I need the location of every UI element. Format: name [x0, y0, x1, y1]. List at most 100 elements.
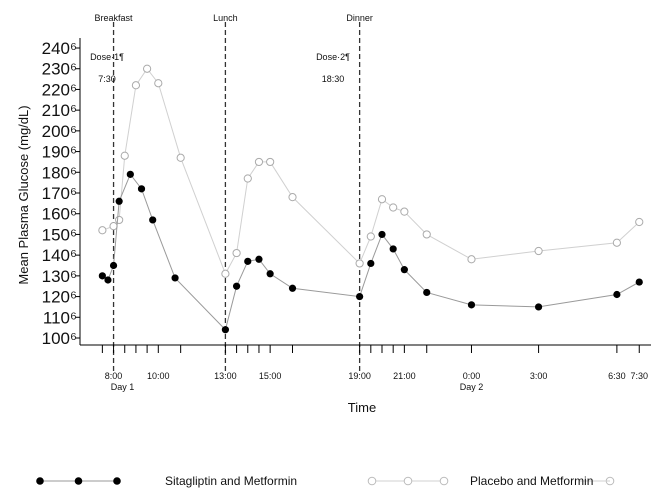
x-tick-label: 7:30: [630, 371, 648, 381]
legend-label: Sitagliptin and Metformin: [165, 474, 297, 488]
series-line: [102, 67, 640, 275]
series-sitagliptin: [98, 170, 643, 334]
data-point: [377, 195, 387, 204]
legend-marker: [367, 476, 377, 486]
data-point: [149, 216, 157, 224]
y-tick-label: 230⁶: [42, 60, 77, 79]
data-point: [115, 197, 123, 205]
day-label: Day 1: [111, 382, 135, 392]
y-tick-label: 170⁶: [42, 184, 77, 203]
data-point: [109, 261, 118, 270]
annotations: Dose·1¶ 7:30 Dose·2¶ 18:30: [90, 52, 350, 84]
data-point: [232, 282, 241, 290]
y-tick-label: 150⁶: [42, 225, 77, 244]
data-point: [244, 257, 252, 265]
data-point: [143, 64, 152, 73]
x-tick-label: 0:00: [463, 371, 481, 381]
series-line: [102, 173, 640, 331]
legend: Sitagliptin and Metformin Placebo and Met…: [36, 474, 615, 488]
meal-label: Breakfast: [95, 13, 134, 23]
data-point: [467, 301, 476, 309]
data-point: [423, 288, 431, 297]
x-tick-label: 6:30: [608, 371, 626, 381]
data-point: [400, 207, 409, 216]
meal-label: Dinner: [346, 13, 373, 23]
y-tick-label: 160⁶: [42, 205, 77, 224]
data-point: [356, 292, 364, 301]
y-tick-label: 180⁶: [42, 163, 77, 182]
x-tick-label: 10:00: [147, 371, 170, 381]
legend-marker: [36, 477, 44, 485]
data-point: [115, 215, 124, 225]
legend-marker: [439, 476, 449, 486]
data-point: [400, 266, 408, 274]
data-point: [137, 185, 146, 193]
dose-time: 18:30: [322, 74, 345, 84]
data-point: [126, 170, 134, 178]
data-point: [266, 270, 274, 278]
data-point: [613, 290, 621, 299]
data-point: [171, 274, 179, 282]
y-axis-title: Mean Plasma Glucose (mg/dL): [16, 105, 31, 284]
data-point: [534, 303, 543, 311]
data-point: [98, 272, 106, 280]
x-tick-label: 21:00: [393, 371, 416, 381]
data-point: [255, 255, 263, 263]
axes: [79, 38, 651, 346]
y-tick-label: 100⁶: [42, 329, 77, 348]
series-placebo: [98, 64, 644, 278]
data-point: [266, 157, 275, 167]
data-point: [254, 157, 264, 167]
data-point: [221, 269, 230, 278]
data-point: [367, 259, 375, 268]
data-point: [378, 230, 386, 239]
data-point: [104, 276, 112, 284]
data-point: [366, 232, 375, 241]
y-tick-label: 210⁶: [42, 101, 77, 120]
y-tick-label: 200⁶: [42, 122, 77, 141]
y-tick-label: 190⁶: [42, 143, 77, 162]
x-tick-label: 8:00: [105, 371, 123, 381]
data-point: [120, 151, 129, 160]
y-tick-label: 220⁶: [42, 80, 77, 99]
data-point: [467, 255, 476, 264]
data-point: [389, 203, 398, 212]
data-point: [288, 193, 297, 202]
legend-marker: [74, 477, 83, 485]
data-point: [389, 245, 397, 253]
x-axis-title: Time: [348, 400, 376, 415]
data-point: [98, 226, 107, 235]
legend-label: Placebo and Metformin: [470, 474, 593, 488]
data-point: [109, 222, 118, 231]
x-tick-label: 19:00: [348, 371, 371, 381]
data-point: [612, 238, 621, 247]
data-point: [131, 81, 141, 90]
legend-marker: [403, 476, 413, 486]
x-tick-label: 15:00: [259, 371, 282, 381]
data-point: [232, 248, 241, 258]
data-point: [635, 217, 644, 227]
data-point: [534, 246, 543, 256]
y-tick-label: 110⁶: [43, 308, 77, 327]
y-tick-label: 130⁶: [42, 267, 77, 286]
data-point: [154, 79, 163, 88]
day-label: Day 2: [460, 382, 484, 392]
data-point: [288, 284, 297, 292]
legend-marker: [113, 477, 121, 485]
data-point: [176, 153, 185, 162]
y-tick-label: 240⁶: [42, 39, 77, 58]
x-ticks: 8:00 10:00 13:00 15:00 19:00 21:00 0:00 3:00 6:3…: [101, 345, 648, 392]
x-tick-label: 3:00: [530, 371, 548, 381]
y-tick-label: 140⁶: [42, 246, 77, 265]
meal-label: Lunch: [213, 13, 238, 23]
dose-label: Dose·1¶: [90, 52, 124, 62]
data-point: [355, 259, 364, 268]
dose-time: 7:30: [98, 74, 116, 84]
data-point: [221, 326, 230, 334]
meal-lines: Breakfast Lunch Dinner: [95, 13, 373, 372]
x-tick-label: 13:00: [214, 371, 237, 381]
dose-label: Dose·2¶: [316, 52, 350, 62]
data-point: [422, 230, 431, 239]
